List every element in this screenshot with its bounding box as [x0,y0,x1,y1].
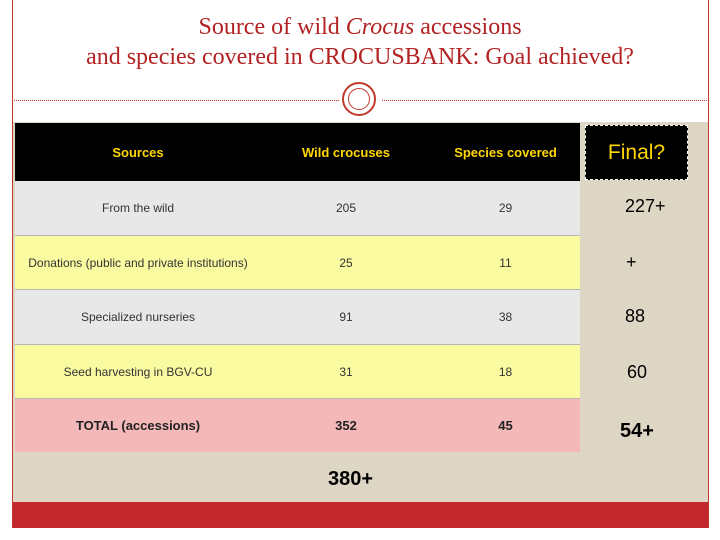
final-value: 60 [627,362,648,382]
slide-frame [12,0,709,528]
row-source: Specialized nurseries [15,289,261,345]
slide-title: Source of wild Crocus accessions and spe… [0,12,720,72]
row-source: From the wild [15,181,261,236]
row-species: 45 [431,398,580,452]
final-value: 227+ [625,196,666,216]
row-source: Donations (public and private institutio… [15,235,261,290]
row-wild: 352 [261,398,431,452]
final-value-total: 54+ [620,420,654,442]
row-wild: 25 [261,235,431,290]
circle-ornament-icon [342,82,376,116]
title-line1-post: accessions [414,14,522,40]
title-line1-pre: Source of wild [198,14,346,40]
table-row: Donations (public and private institutio… [15,235,580,290]
bottom-bar [13,502,708,528]
title-line1-italic: Crocus [345,14,415,40]
total-accessions-final: 380+ [328,468,374,490]
table-row: Specialized nurseries 91 38 [15,289,580,345]
table-header-row: Sources Wild crocuses Species covered [15,123,580,181]
row-source: Seed harvesting in BGV-CU [15,344,261,399]
header-wild-crocuses: Wild crocuses [261,123,431,181]
table-row: From the wild 205 29 [15,181,580,236]
row-source: TOTAL (accessions) [15,398,261,452]
header-sources: Sources [15,123,261,181]
row-wild: 31 [261,344,431,399]
table-row: Seed harvesting in BGV-CU 31 18 [15,344,580,399]
row-species: 18 [431,344,580,399]
row-species: 11 [431,235,580,290]
divider-right [382,100,707,101]
row-species: 29 [431,181,580,236]
final-value: 88 [625,306,646,326]
row-wild: 205 [261,181,431,236]
accessions-table: Sources Wild crocuses Species covered Fr… [15,123,580,452]
divider-left [14,100,339,101]
final-label: Final? [607,140,666,164]
row-wild: 91 [261,289,431,345]
final-label-box: Final? [585,125,688,180]
title-line2: and species covered in CROCUSBANK: Goal … [86,44,634,70]
header-species-covered: Species covered [431,123,580,181]
final-value: + [626,252,637,272]
table-total-row: TOTAL (accessions) 352 45 [15,398,580,452]
row-species: 38 [431,289,580,345]
